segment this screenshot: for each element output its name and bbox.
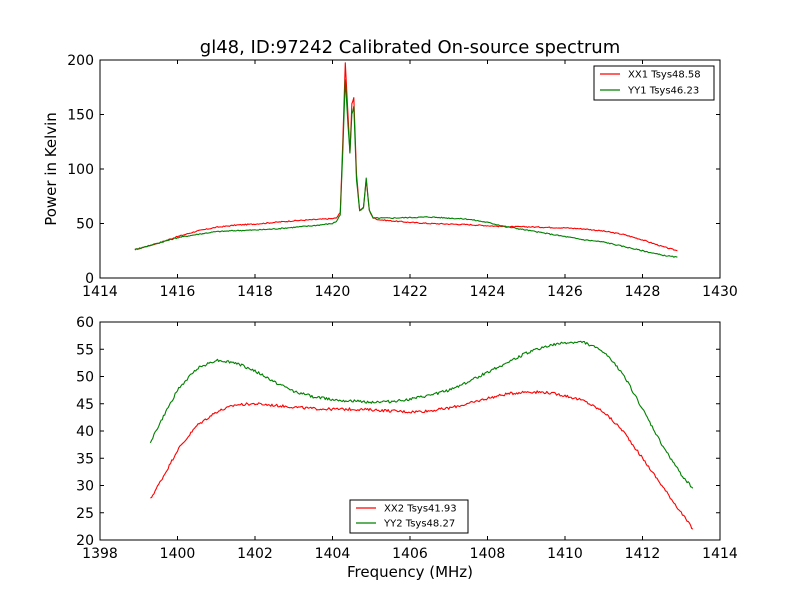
bottom-x-tick-label: 1414 [702, 546, 738, 562]
top-x-tick-label: 1430 [702, 284, 738, 300]
bottom-y-tick-label: 60 [76, 315, 94, 331]
bottom-legend-box [349, 499, 469, 534]
bottom-series-lines [149, 340, 694, 530]
bottom-series-line-xx [150, 390, 694, 530]
top-x-tick-label: 1414 [82, 284, 118, 300]
bottom-y-tick-label: 20 [76, 533, 94, 549]
top-y-tick-label: 200 [67, 53, 94, 69]
top-y-tick-label: 50 [76, 217, 94, 233]
top-legend-box [593, 65, 715, 101]
bottom-x-tick-label: 1404 [315, 546, 351, 562]
bottom-y-tick-label: 40 [76, 424, 94, 440]
bottom-x-tick-label: 1412 [625, 546, 661, 562]
bottom-y-tick-label: 35 [76, 451, 94, 467]
bottom-x-tick-label: 1398 [82, 546, 118, 562]
bottom-series-line-yy [149, 340, 694, 489]
top-panel: 1414 1416 1418 1420 1422 1424 1426 1428 1430 0 50 1… [67, 53, 738, 300]
top-legend-label-yy1: YY1 Tsys46.23 [627, 86, 699, 97]
bottom-y-tick-label: 25 [76, 506, 94, 522]
top-y-tick-label: 0 [85, 271, 94, 287]
top-legend: XX1 Tsys48.58 YY1 Tsys46.23 [593, 65, 715, 101]
bottom-legend-label-xx2: XX2 Tsys41.93 [384, 504, 457, 515]
x-axis-label: Frequency (MHz) [347, 563, 473, 581]
top-axis-ticks: 1414 1416 1418 1420 1422 1424 1426 1428 1430 0 50 1… [67, 53, 738, 300]
top-x-tick-label: 1428 [625, 284, 661, 300]
bottom-x-tick-label: 1410 [547, 546, 583, 562]
bottom-x-tick-label: 1402 [237, 546, 273, 562]
bottom-y-tick-label: 50 [76, 370, 94, 386]
top-x-tick-label: 1424 [470, 284, 506, 300]
bottom-y-tick-label: 30 [76, 479, 94, 495]
top-series-line-xx [134, 62, 678, 252]
y-axis-label: Power in Kelvin [42, 112, 60, 226]
top-x-tick-label: 1426 [547, 284, 583, 300]
top-x-tick-label: 1416 [160, 284, 196, 300]
bottom-legend-label-yy2: YY2 Tsys48.27 [383, 519, 455, 530]
top-x-tick-label: 1420 [315, 284, 351, 300]
top-y-tick-label: 100 [67, 162, 94, 178]
top-legend-label-xx1: XX1 Tsys48.58 [628, 70, 701, 81]
bottom-axis-ticks: 1398 1400 1402 1404 1406 1408 1410 1412 1414 20 25… [76, 315, 738, 562]
bottom-x-tick-label: 1408 [470, 546, 506, 562]
top-y-tick-label: 150 [67, 108, 94, 124]
bottom-y-tick-label: 45 [76, 397, 94, 413]
bottom-legend: XX2 Tsys41.93 YY2 Tsys48.27 [349, 499, 469, 534]
top-series-lines [134, 62, 678, 258]
top-series-line-yy [134, 79, 678, 258]
bottom-panel: 1398 1400 1402 1404 1406 1408 1410 1412 1414 20 25… [76, 315, 738, 562]
top-x-tick-label: 1418 [237, 284, 273, 300]
bottom-x-tick-label: 1406 [392, 546, 428, 562]
bottom-y-tick-label: 55 [76, 342, 94, 358]
bottom-x-tick-label: 1400 [160, 546, 196, 562]
top-x-tick-label: 1422 [392, 284, 428, 300]
chart-title: gl48, ID:97242 Calibrated On-source spec… [200, 37, 620, 58]
